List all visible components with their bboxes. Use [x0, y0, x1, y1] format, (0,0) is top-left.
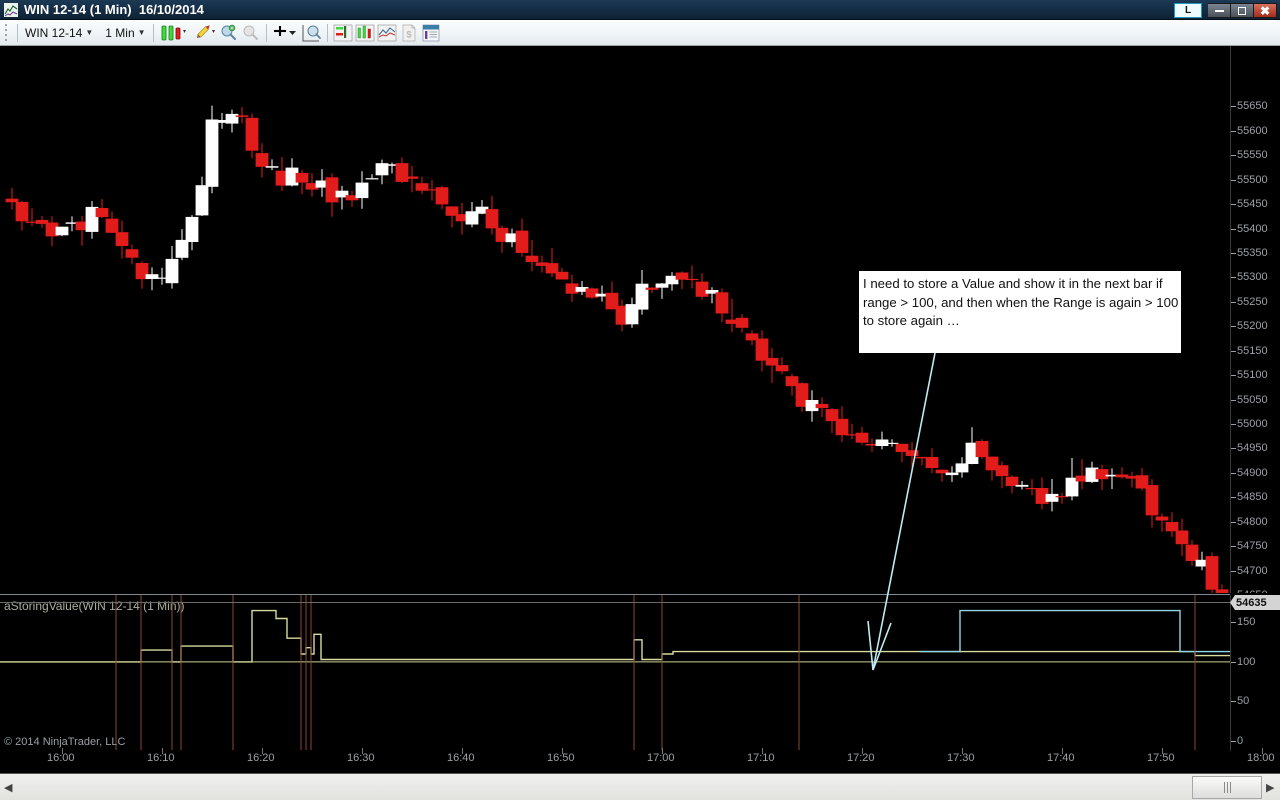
svg-text:$: $ [406, 29, 412, 40]
